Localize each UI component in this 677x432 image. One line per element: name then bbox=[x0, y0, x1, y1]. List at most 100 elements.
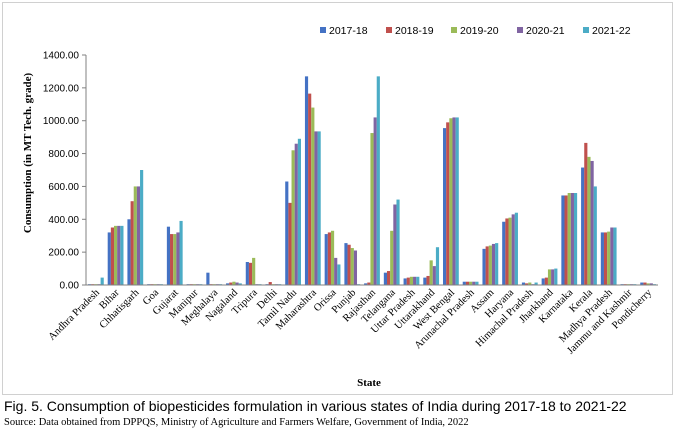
bar bbox=[416, 276, 420, 285]
bar bbox=[252, 257, 256, 285]
bar bbox=[370, 133, 374, 285]
bar bbox=[110, 227, 115, 285]
bar bbox=[409, 276, 414, 285]
bar bbox=[100, 277, 104, 285]
y-tick-label: 800.00 bbox=[48, 149, 79, 160]
bar bbox=[337, 264, 341, 285]
chart-frame: 0.00 200.00 400.00 600.00 800.00 1000.00 1200.… bbox=[2, 2, 673, 395]
bar bbox=[238, 283, 242, 285]
bar bbox=[426, 275, 430, 285]
bar bbox=[314, 131, 318, 285]
bar bbox=[248, 262, 253, 285]
bar bbox=[226, 283, 230, 285]
bar bbox=[229, 282, 233, 285]
bar bbox=[317, 131, 321, 285]
bar bbox=[330, 230, 335, 285]
bar bbox=[114, 225, 118, 285]
y-tick-label: 200.00 bbox=[48, 248, 79, 259]
legend: 2017-18 2018-19 2019-20 2020-21 2021-22 bbox=[320, 25, 631, 37]
bar bbox=[508, 217, 512, 285]
bar bbox=[268, 282, 272, 285]
bar bbox=[567, 193, 571, 285]
bar bbox=[429, 260, 433, 285]
bar bbox=[291, 150, 295, 285]
bar bbox=[581, 167, 585, 285]
y-tick-label: 1000.00 bbox=[43, 116, 80, 127]
bar bbox=[235, 282, 239, 285]
legend-label: 2020-21 bbox=[526, 25, 565, 37]
bar bbox=[294, 143, 298, 285]
bar bbox=[308, 93, 312, 285]
bar bbox=[232, 281, 236, 285]
bar bbox=[176, 232, 180, 285]
bar bbox=[285, 181, 289, 285]
bar bbox=[607, 231, 611, 285]
y-tick-label: 400.00 bbox=[48, 215, 79, 226]
bar bbox=[353, 250, 358, 285]
bar bbox=[646, 283, 650, 285]
bar bbox=[587, 156, 591, 285]
bar bbox=[435, 247, 440, 285]
y-tick-label: 0.00 bbox=[60, 281, 80, 292]
bar bbox=[413, 276, 417, 285]
bar bbox=[485, 246, 489, 285]
bar bbox=[603, 232, 608, 285]
y-tick-label: 1400.00 bbox=[43, 51, 80, 62]
bar bbox=[551, 269, 555, 285]
legend-swatch bbox=[583, 27, 589, 33]
legend-swatch bbox=[517, 27, 523, 33]
bar bbox=[376, 76, 380, 285]
bar bbox=[367, 282, 371, 285]
bar-chart: 0.00 200.00 400.00 600.00 800.00 1000.00 1200.… bbox=[22, 25, 658, 389]
bar bbox=[482, 248, 486, 285]
bar bbox=[554, 268, 558, 285]
bar bbox=[570, 193, 574, 285]
bar bbox=[491, 243, 496, 285]
bar bbox=[432, 266, 436, 285]
legend-label: 2018-19 bbox=[395, 25, 434, 37]
bar bbox=[511, 214, 515, 285]
x-tick-label: Andhra Pradesh bbox=[47, 287, 103, 343]
bar bbox=[390, 230, 394, 285]
bar bbox=[179, 220, 183, 285]
bar bbox=[573, 193, 578, 285]
legend-label: 2019-20 bbox=[460, 25, 499, 37]
bar bbox=[561, 195, 565, 285]
bar bbox=[640, 282, 644, 285]
bar bbox=[649, 283, 653, 285]
bar bbox=[334, 257, 338, 285]
bar bbox=[469, 281, 473, 285]
y-tick-label: 1200.00 bbox=[43, 83, 80, 94]
bar bbox=[600, 232, 604, 285]
bar bbox=[373, 117, 377, 286]
legend-swatch bbox=[386, 27, 392, 33]
legend-swatch bbox=[320, 27, 326, 33]
bar bbox=[505, 218, 509, 285]
y-axis-title: Consumption (in MT Tech. grade) bbox=[22, 73, 34, 234]
bar bbox=[127, 219, 131, 285]
bar bbox=[297, 138, 301, 285]
bar bbox=[446, 122, 450, 285]
bar bbox=[495, 243, 499, 285]
bar bbox=[170, 234, 174, 285]
bar bbox=[393, 204, 397, 285]
y-tick-label: 600.00 bbox=[48, 182, 79, 193]
bar bbox=[327, 232, 331, 285]
bar bbox=[465, 281, 470, 285]
bar bbox=[386, 271, 391, 285]
bar bbox=[120, 225, 124, 285]
x-axis-title: State bbox=[357, 377, 381, 389]
bar bbox=[350, 248, 354, 285]
bar bbox=[462, 281, 466, 285]
legend-label: 2017-18 bbox=[329, 25, 368, 37]
bar bbox=[406, 277, 410, 285]
bar bbox=[304, 76, 309, 285]
bar bbox=[564, 195, 568, 285]
bar bbox=[206, 272, 210, 285]
legend-swatch bbox=[451, 27, 457, 33]
bar bbox=[173, 234, 177, 285]
bar bbox=[584, 142, 588, 285]
figure-caption: Fig. 5. Consumption of biopesticides for… bbox=[4, 398, 627, 414]
bar bbox=[547, 269, 552, 285]
